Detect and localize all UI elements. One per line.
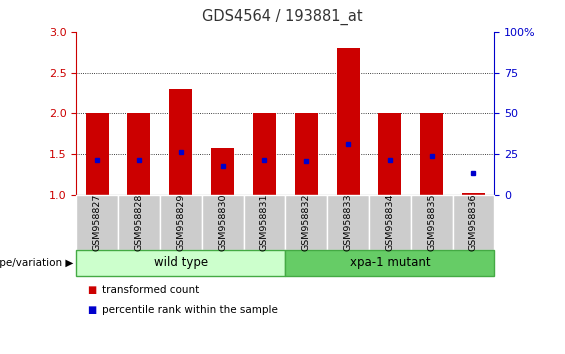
Text: wild type: wild type <box>154 256 208 269</box>
Text: GSM958831: GSM958831 <box>260 193 269 251</box>
Text: GDS4564 / 193881_at: GDS4564 / 193881_at <box>202 9 363 25</box>
Bar <box>462 193 485 195</box>
Bar <box>128 113 150 195</box>
Text: GSM958830: GSM958830 <box>218 193 227 251</box>
Text: ■: ■ <box>88 305 97 315</box>
Bar <box>379 113 401 195</box>
Text: transformed count: transformed count <box>102 285 199 295</box>
Text: GSM958835: GSM958835 <box>427 193 436 251</box>
Text: GSM958827: GSM958827 <box>93 193 102 251</box>
Bar <box>337 48 359 195</box>
Text: GSM958832: GSM958832 <box>302 193 311 251</box>
Text: percentile rank within the sample: percentile rank within the sample <box>102 305 277 315</box>
Text: GSM958834: GSM958834 <box>385 193 394 251</box>
Text: genotype/variation ▶: genotype/variation ▶ <box>0 258 73 268</box>
Text: ■: ■ <box>88 285 97 295</box>
Text: GSM958829: GSM958829 <box>176 193 185 251</box>
Text: xpa-1 mutant: xpa-1 mutant <box>350 256 430 269</box>
Bar <box>170 89 192 195</box>
Bar <box>86 113 108 195</box>
Bar <box>420 113 443 195</box>
Bar <box>295 113 318 195</box>
Bar <box>211 148 234 195</box>
Bar <box>253 113 276 195</box>
Text: GSM958828: GSM958828 <box>134 193 144 251</box>
Text: GSM958836: GSM958836 <box>469 193 478 251</box>
Text: GSM958833: GSM958833 <box>344 193 353 251</box>
